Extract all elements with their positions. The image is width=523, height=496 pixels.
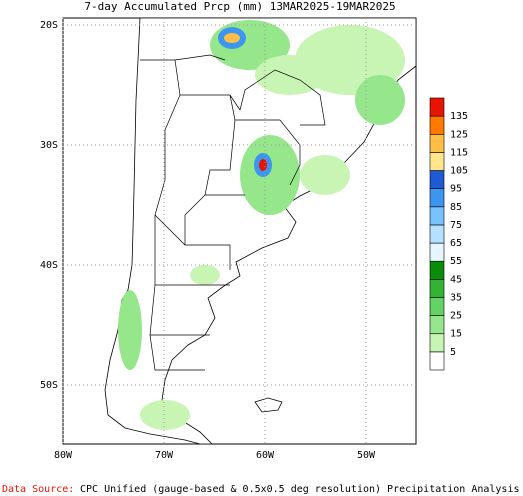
colorbar-label: 35 bbox=[450, 292, 462, 303]
colorbar-label: 115 bbox=[450, 147, 468, 158]
colorbar-swatch bbox=[429, 224, 445, 244]
precip-area bbox=[224, 33, 240, 43]
colorbar-swatch bbox=[429, 297, 445, 316]
precip-areas bbox=[118, 20, 405, 430]
lon-label: 60W bbox=[256, 450, 275, 461]
colorbar-swatch bbox=[429, 133, 445, 153]
colorbar-label: 125 bbox=[450, 129, 468, 140]
precip-area bbox=[118, 290, 142, 370]
colorbar-swatch bbox=[429, 188, 445, 208]
colorbar-label: 75 bbox=[450, 220, 462, 231]
colorbar-swatch bbox=[429, 152, 445, 171]
colorbar-swatch bbox=[429, 170, 445, 189]
precip-area bbox=[355, 75, 405, 125]
precip-area bbox=[300, 155, 350, 195]
map-title: 7-day Accumulated Prcp (mm) 13MAR2025-19… bbox=[84, 0, 395, 13]
colorbar-swatch bbox=[429, 333, 445, 353]
lon-label: 70W bbox=[155, 450, 174, 461]
colorbar-label: 25 bbox=[450, 311, 462, 322]
colorbar-swatch bbox=[429, 206, 445, 226]
precip-area bbox=[259, 159, 267, 171]
colorbar-label: 5 bbox=[450, 347, 456, 358]
borders bbox=[140, 54, 326, 371]
colorbar-label: 135 bbox=[450, 111, 468, 122]
colorbar-label: 95 bbox=[450, 184, 462, 195]
precip-area bbox=[140, 400, 190, 430]
source-label: Data Source: bbox=[2, 484, 74, 495]
source-text: CPC Unified (gauge-based & 0.5x0.5 deg r… bbox=[80, 484, 520, 495]
colorbar-swatch bbox=[429, 351, 445, 371]
colorbar-swatch bbox=[429, 97, 445, 117]
lon-label: 50W bbox=[357, 450, 376, 461]
colorbar-label: 55 bbox=[450, 256, 462, 267]
colorbar-swatch bbox=[429, 260, 445, 280]
colorbar-label: 65 bbox=[450, 238, 462, 249]
lon-label: 80W bbox=[54, 450, 73, 461]
precip-area bbox=[255, 55, 325, 95]
map-geography bbox=[104, 17, 417, 445]
colorbar-swatch bbox=[429, 279, 445, 298]
falkland-islands bbox=[254, 397, 283, 413]
lat-label: 40S bbox=[40, 260, 58, 271]
lat-label: 50S bbox=[40, 380, 58, 391]
colorbar-swatch bbox=[429, 242, 445, 262]
precip-area bbox=[190, 265, 220, 285]
lat-label: 30S bbox=[40, 140, 58, 151]
precip-area bbox=[240, 135, 300, 215]
colorbar-label: 105 bbox=[450, 166, 468, 177]
colorbar-label: 45 bbox=[450, 274, 462, 285]
colorbar-label: 15 bbox=[450, 329, 462, 340]
colorbar-swatch bbox=[429, 315, 445, 335]
colorbar-swatch bbox=[429, 115, 445, 135]
colorbar-label: 85 bbox=[450, 202, 462, 213]
lat-label: 20S bbox=[40, 20, 58, 31]
